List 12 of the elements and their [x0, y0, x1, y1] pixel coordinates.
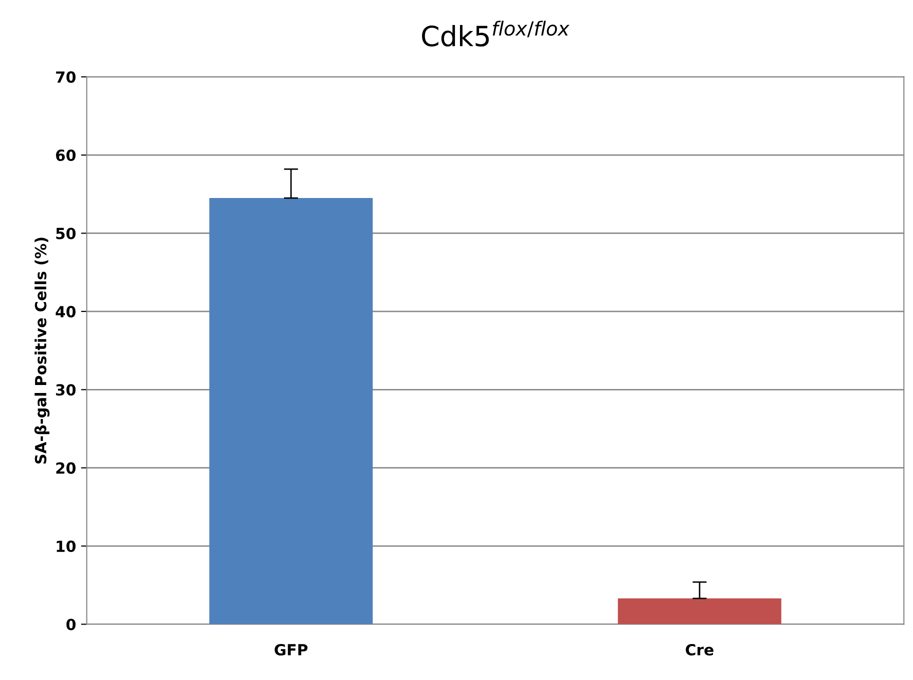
y-tick-label: 60 — [56, 150, 76, 162]
y-tick-label: 40 — [56, 306, 76, 318]
y-tick-label: 20 — [56, 462, 76, 474]
x-tick-label: GFP — [274, 644, 308, 656]
x-tick-label: Cre — [686, 644, 714, 656]
y-tick-label: 10 — [56, 540, 76, 552]
y-tick-label: 0 — [66, 618, 76, 630]
chart-title: Cdk5$^{flox/flox}$ — [422, 20, 570, 47]
y-tick-label: 50 — [56, 228, 76, 240]
y-axis-title: SA-β-gal Positive Cells (%) — [34, 238, 50, 464]
y-tick-label: 30 — [56, 384, 76, 396]
y-tick-label: 70 — [56, 71, 76, 83]
